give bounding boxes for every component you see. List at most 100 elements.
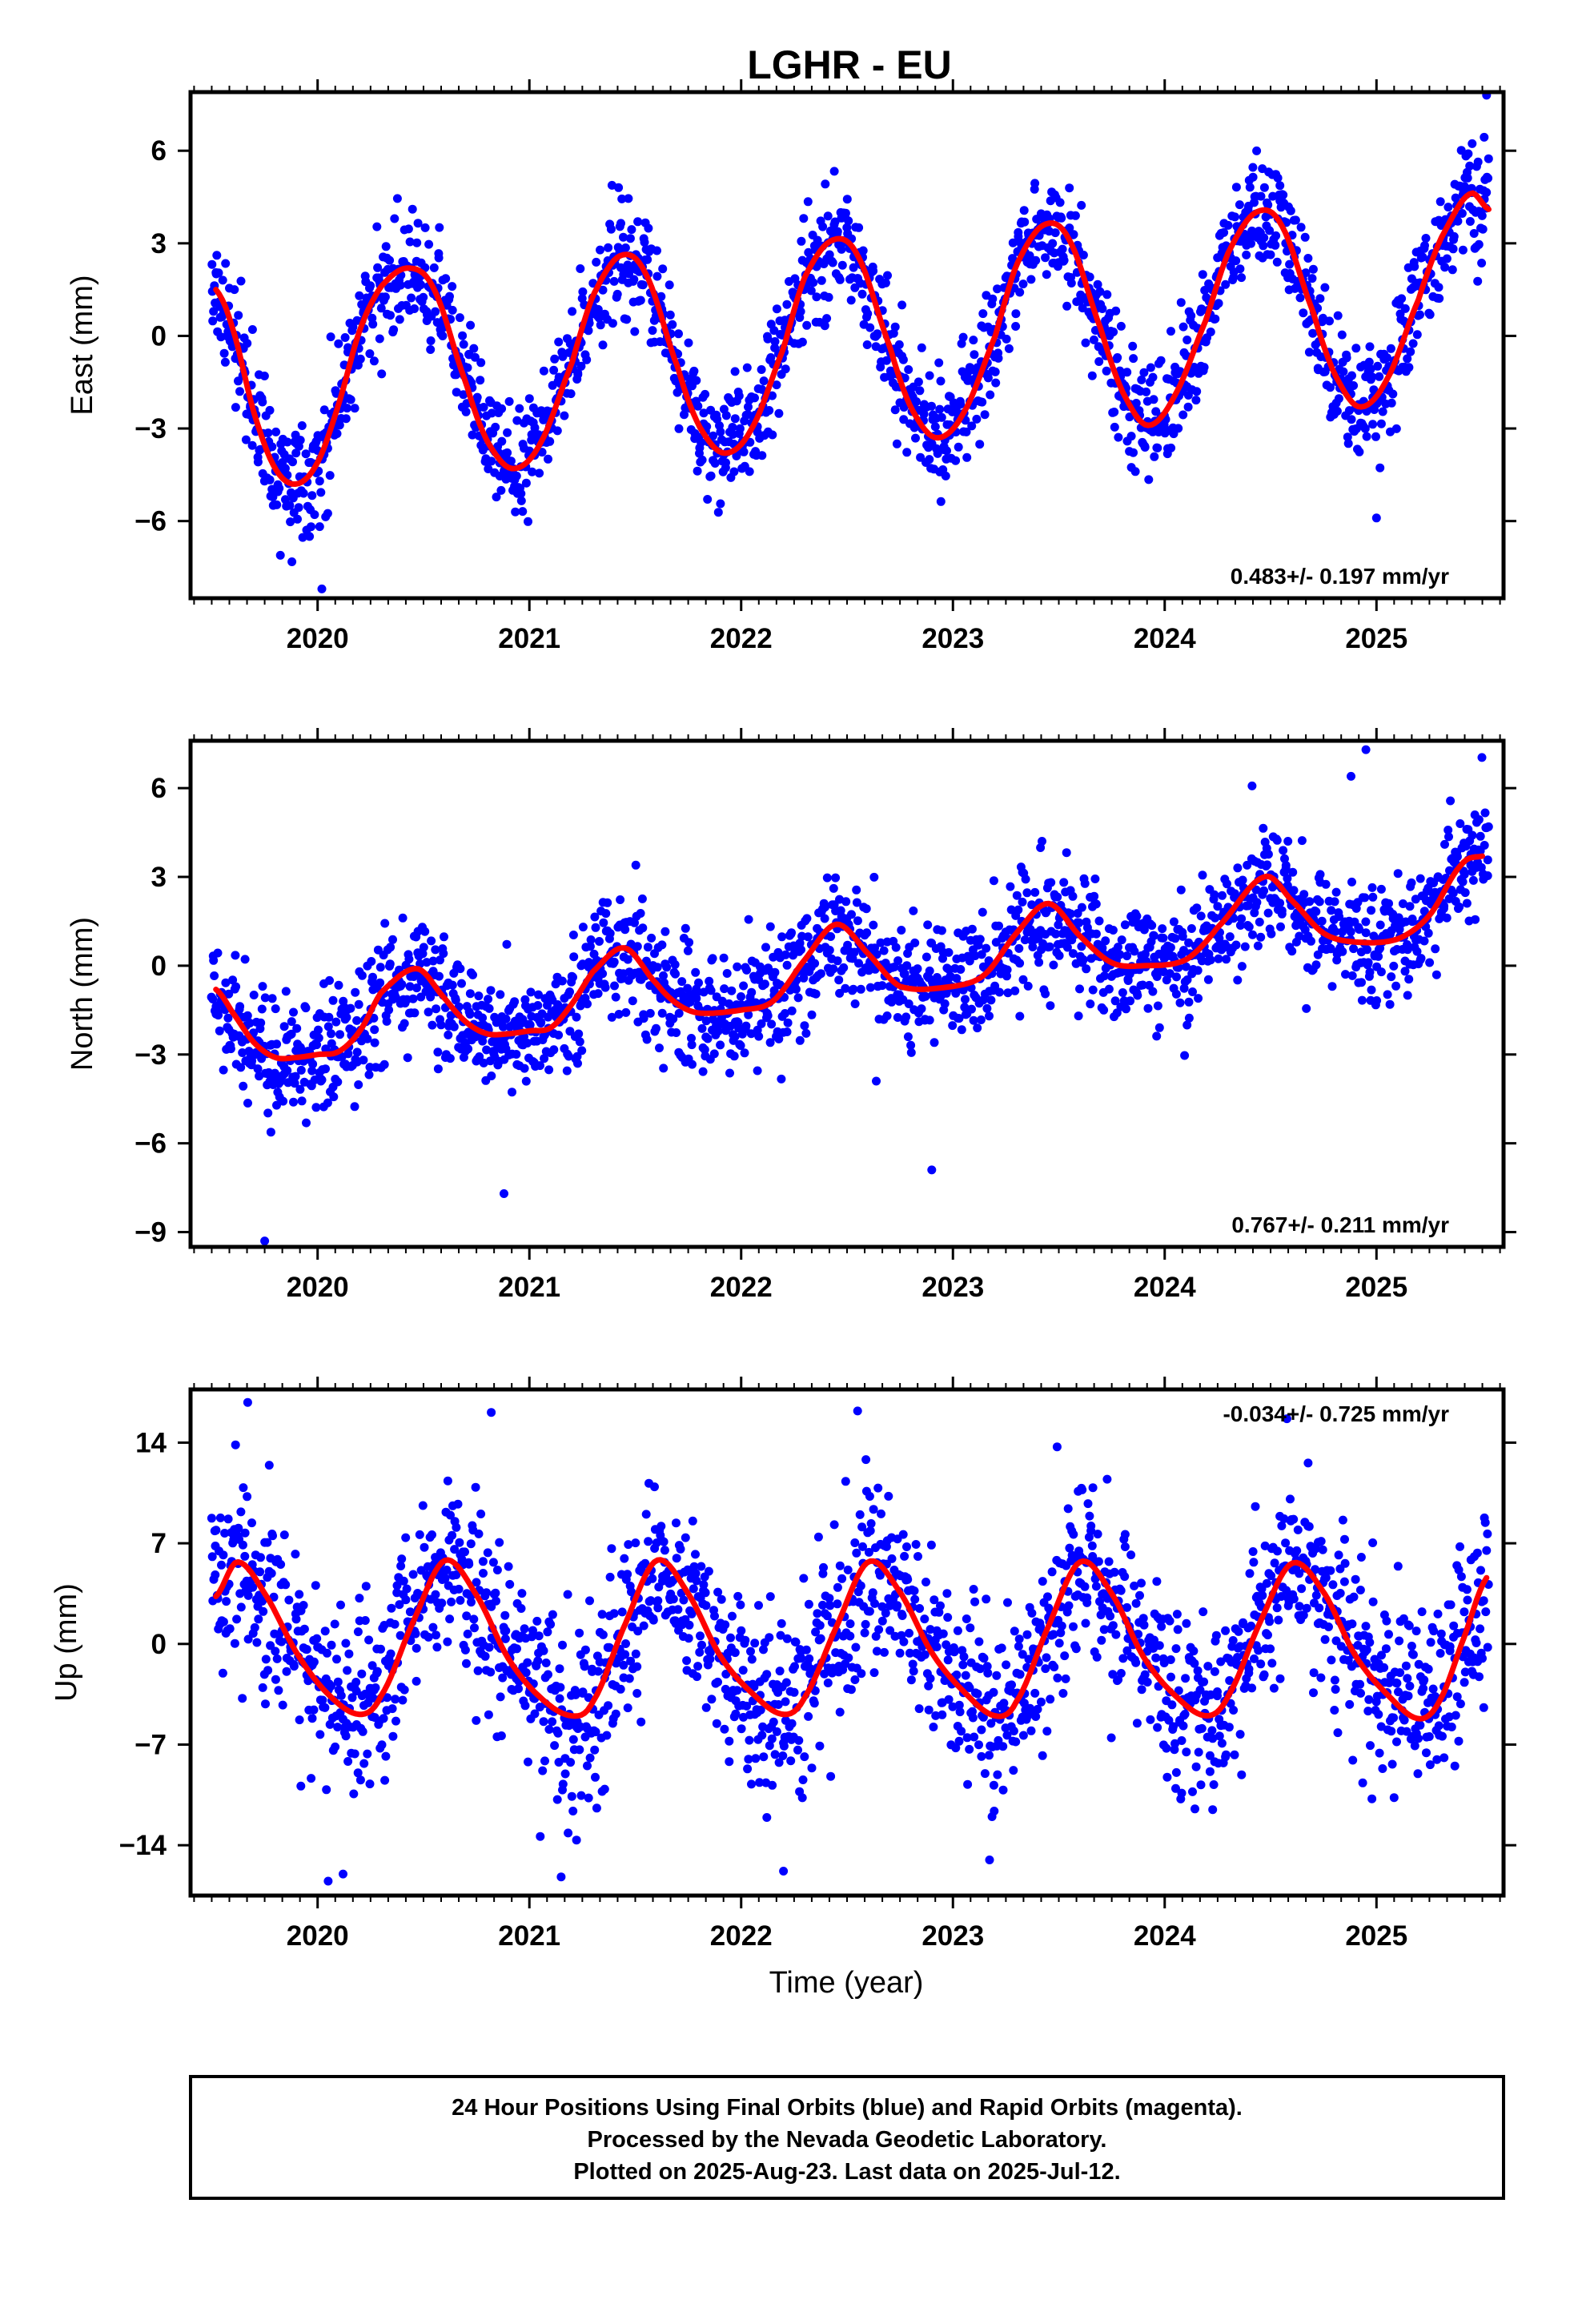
data-point [375,334,384,344]
data-point [350,1749,359,1759]
data-point [983,373,993,383]
data-point [476,1510,486,1518]
data-point [1343,432,1352,442]
data-point [1331,887,1341,897]
data-point [1455,903,1464,911]
data-point [415,1530,424,1539]
data-point [505,1579,515,1589]
data-point [834,975,844,985]
data-point [821,179,830,189]
data-point [750,393,759,403]
data-point [1182,975,1192,984]
data-point [1276,922,1285,931]
data-point [263,428,273,438]
data-point [1034,958,1044,967]
x-tick-label: 2024 [1134,1272,1196,1303]
data-point [1307,274,1317,283]
data-point [1484,154,1493,163]
data-point [487,1072,496,1080]
data-point [1435,294,1444,304]
data-point [1403,945,1412,955]
data-point [319,405,329,415]
data-point [346,1003,355,1013]
data-point [765,406,774,415]
data-point [656,292,666,301]
data-point [1308,328,1318,338]
data-point [743,410,753,420]
data-point [276,1560,286,1569]
data-point [1272,835,1282,845]
data-point [432,1630,440,1640]
data-point [730,367,740,376]
data-point [1446,796,1456,806]
data-point [384,1005,394,1015]
data-point [439,949,448,959]
data-point [1091,929,1101,939]
y-tick-label: 6 [151,135,167,167]
data-point [467,1598,476,1607]
data-point [578,923,588,932]
data-point [1468,830,1477,840]
data-point [357,1669,367,1679]
data-point [316,488,326,497]
y-tick-label: 14 [135,1427,167,1458]
data-point [849,984,858,994]
data-point [342,1012,351,1022]
data-point [1308,264,1318,274]
data-point [683,946,693,955]
data-point [1235,200,1244,210]
data-point [287,1029,296,1039]
data-point [621,1007,631,1017]
data-point [597,1610,607,1619]
data-point [238,1540,247,1550]
data-point [923,920,933,930]
data-point [689,366,699,376]
data-point [865,983,875,992]
data-point [772,304,781,314]
data-point [1373,361,1383,371]
data-point [1266,250,1275,259]
data-point [565,987,574,996]
data-point [1101,936,1110,946]
data-point [1014,905,1023,915]
data-point [1419,936,1429,946]
data-point [986,390,995,400]
data-point [772,380,781,390]
data-point [449,1022,459,1031]
data-point [1406,347,1415,356]
data-point [1327,982,1337,991]
data-point [1146,363,1155,372]
data-point [1214,954,1223,963]
data-point [407,293,416,303]
data-point [994,987,1004,997]
data-point [307,1774,316,1783]
data-point [691,967,701,977]
data-point [1186,311,1196,320]
data-point [288,457,297,467]
data-point [986,995,996,1005]
data-point [904,999,913,1008]
data-point [1011,309,1021,319]
data-point [1026,275,1036,284]
data-point [476,358,486,368]
data-point [774,408,784,418]
data-point [460,1547,469,1557]
data-point [488,1558,498,1567]
data-point [1108,926,1118,935]
data-point [1387,972,1396,982]
data-point [359,1055,368,1065]
data-point [1311,960,1321,970]
data-point [331,1742,340,1751]
data-point [1233,863,1243,873]
data-point [956,400,966,409]
data-point [1355,925,1364,934]
data-point [892,439,901,448]
data-point [879,946,889,955]
data-point [1287,947,1297,956]
data-point [426,336,436,345]
data-point [1128,341,1138,351]
data-point [1206,328,1215,336]
data-point [591,923,600,932]
data-point [573,370,583,380]
